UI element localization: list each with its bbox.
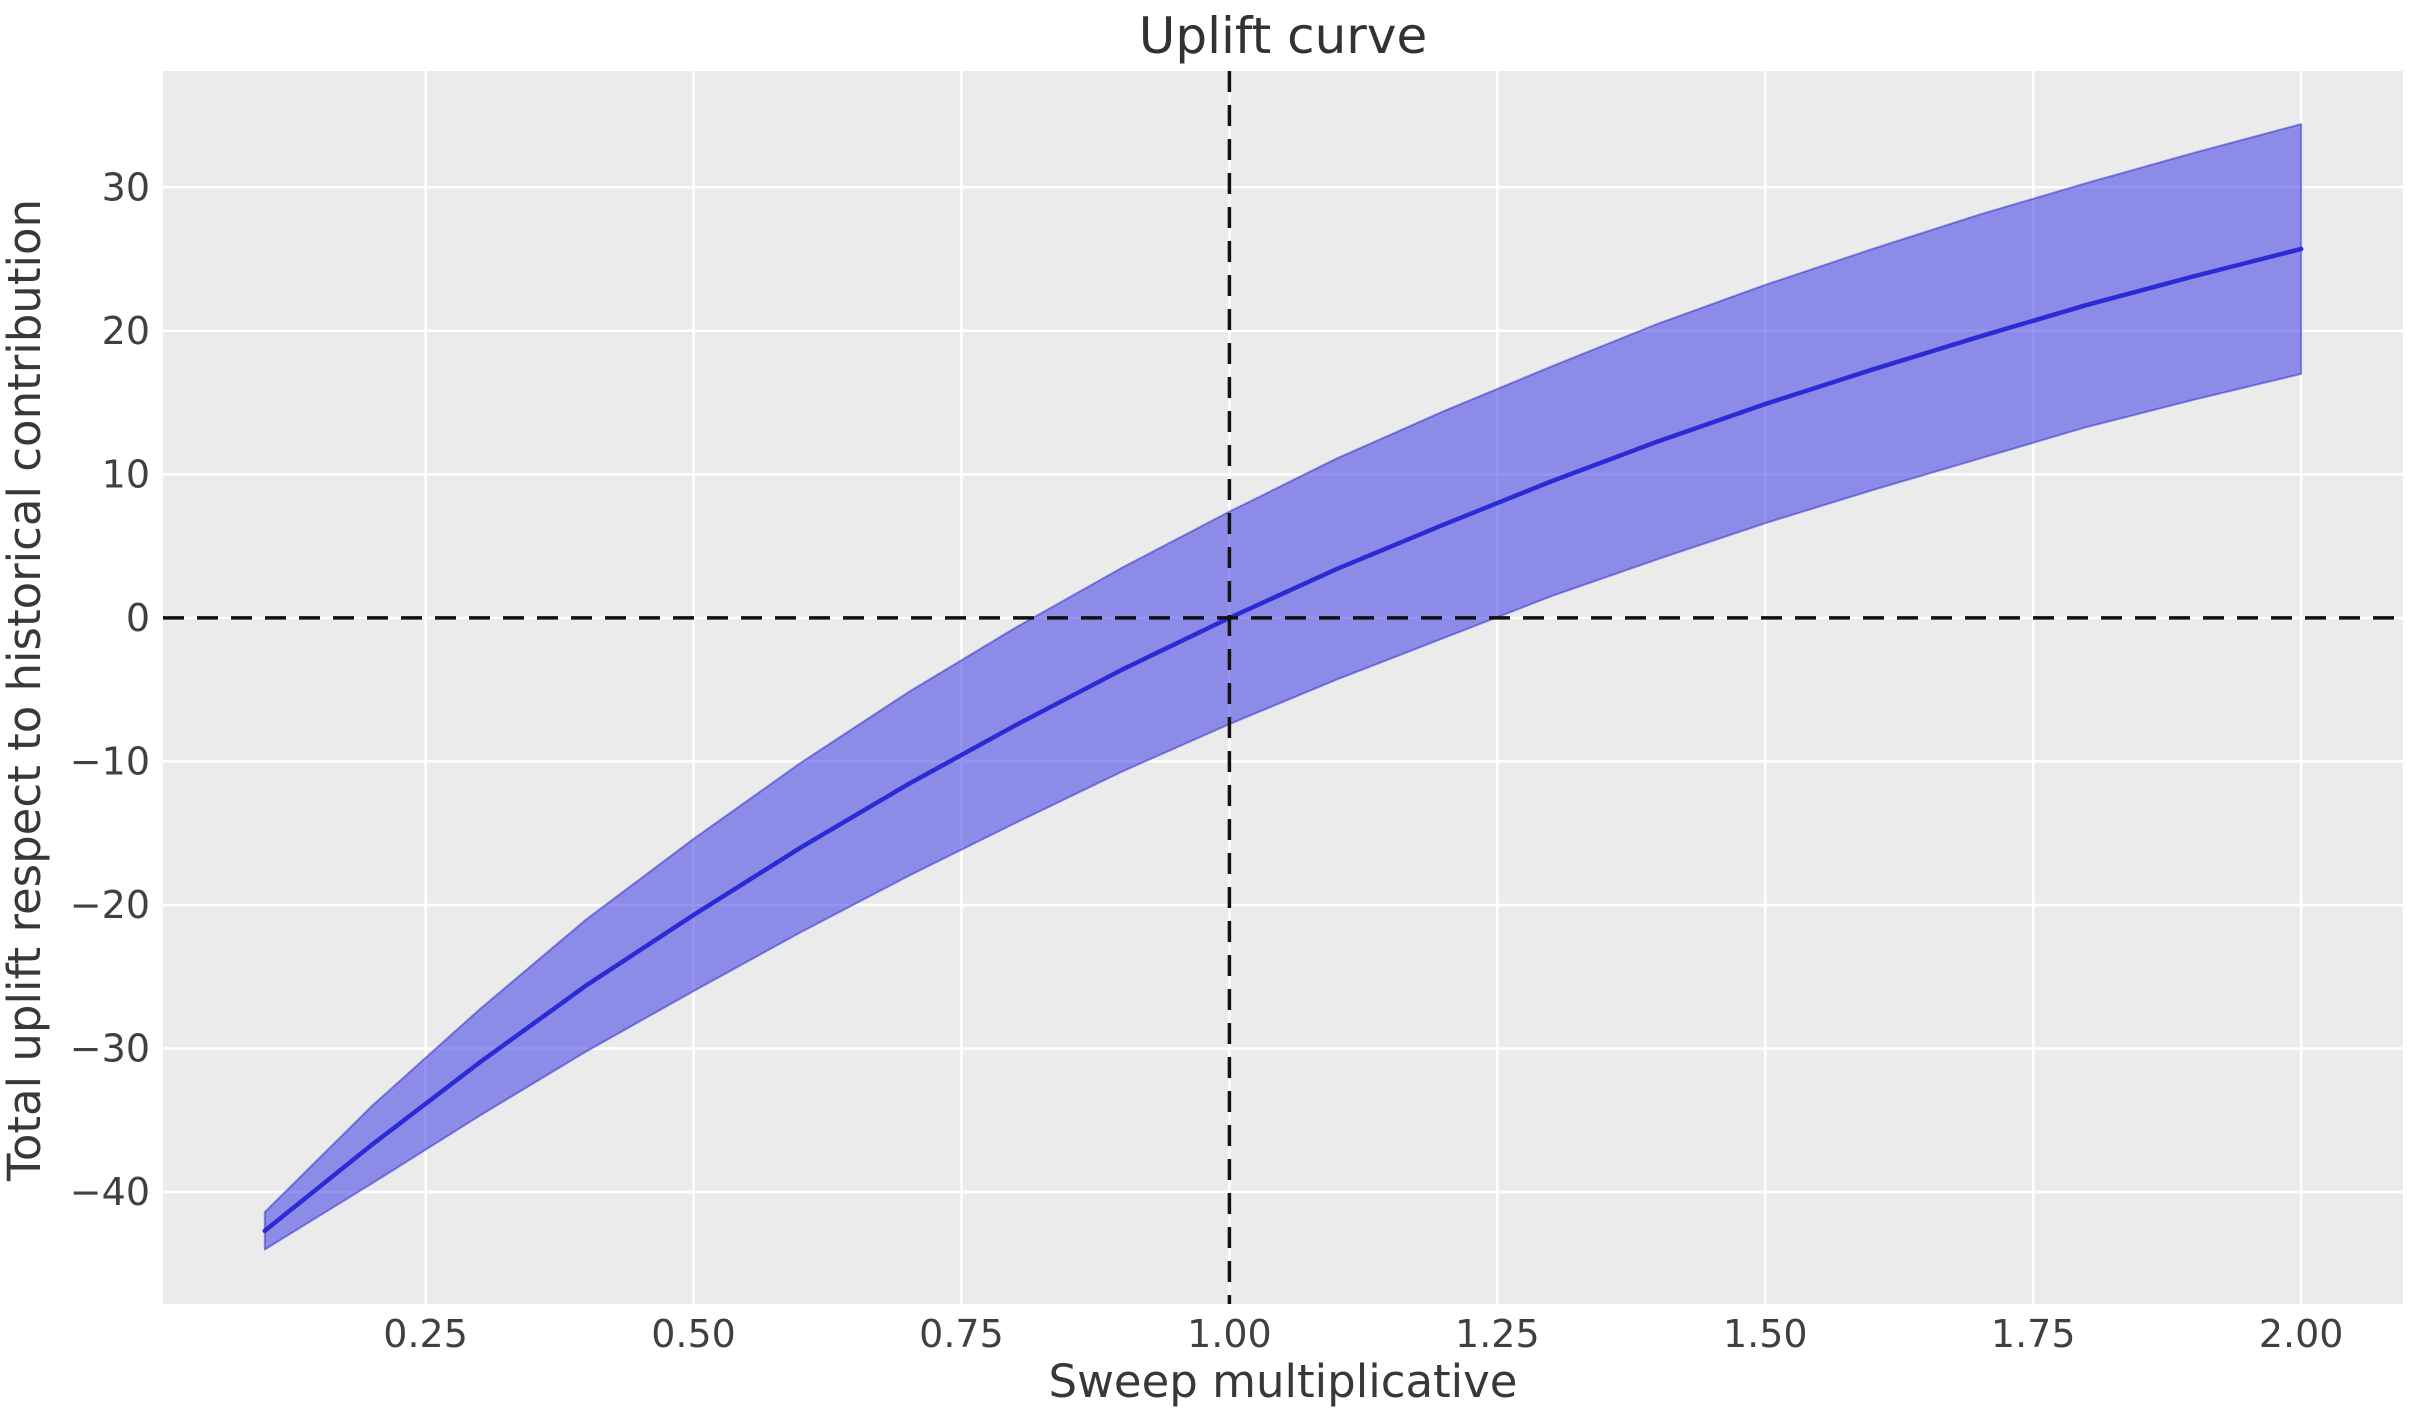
x-tick-label: 0.75: [919, 1312, 1004, 1356]
reference-lines: [163, 71, 2403, 1304]
mean-uplift-line: [262, 246, 2304, 1234]
x-tick-label: 2.00: [2259, 1312, 2344, 1356]
y-tick-label: −20: [70, 883, 150, 927]
y-tick-label: 20: [102, 309, 150, 353]
y-tick-label: −10: [70, 739, 150, 783]
y-axis-label: Total uplift respect to historical contr…: [0, 199, 51, 1182]
confidence-band: [263, 123, 2303, 1251]
confidence-band-area: [263, 123, 2303, 1251]
x-tick-label: 1.00: [1187, 1312, 1272, 1356]
y-tick-label: 0: [126, 596, 150, 640]
y-tick-label: −40: [70, 1170, 150, 1214]
x-tick-label: 1.25: [1455, 1312, 1540, 1356]
y-tick-labels: 30 20 10 0 −10 −20 −30 −40: [70, 165, 150, 1214]
uplift-line: [262, 246, 2304, 1234]
x-tick-label: 0.50: [651, 1312, 736, 1356]
x-tick-label: 1.50: [1723, 1312, 1808, 1356]
y-tick-label: −30: [70, 1027, 150, 1071]
y-tick-label: 10: [102, 452, 150, 496]
y-tick-label: 30: [102, 165, 150, 209]
chart-title: Uplift curve: [1139, 7, 1427, 65]
x-tick-label: 1.75: [1991, 1312, 2076, 1356]
x-tick-label: 0.25: [383, 1312, 468, 1356]
x-axis-label: Sweep multiplicative: [1049, 1355, 1518, 1408]
x-tick-labels: 0.25 0.50 0.75 1.00 1.25 1.50 1.75 2.00: [383, 1312, 2343, 1356]
